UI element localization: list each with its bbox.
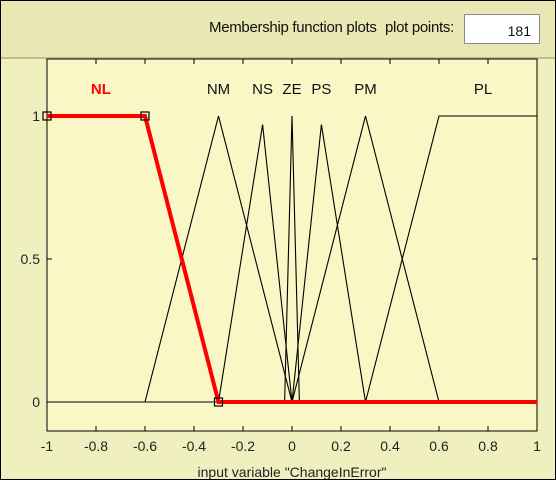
mf-label-ns[interactable]: NS — [252, 81, 273, 98]
mf-vertex-handle[interactable] — [140, 111, 150, 121]
x-tick-label: 0.4 — [380, 438, 400, 454]
x-tick-label: 0 — [288, 438, 296, 454]
mf-curve-pl[interactable] — [47, 115, 537, 403]
x-tick-label: -0.8 — [84, 438, 108, 454]
mf-label-pl[interactable]: PL — [474, 81, 492, 98]
plot-points-label: plot points: — [385, 19, 454, 36]
mf-vertex-handle[interactable] — [42, 111, 52, 121]
x-tick-label: 1 — [533, 438, 541, 454]
plot-header-bar: Membership function plots plot points: — [1, 1, 555, 59]
x-tick-label: -1 — [41, 438, 54, 454]
x-tick-label: 0.8 — [478, 438, 498, 454]
plot-points-input[interactable] — [464, 14, 540, 44]
x-tick-label: 0.2 — [331, 438, 351, 454]
x-tick-label: -0.4 — [182, 438, 206, 454]
header-divider — [1, 57, 555, 59]
mf-label-pm[interactable]: PM — [354, 81, 377, 98]
panel-title: Membership function plots — [209, 19, 377, 36]
mf-label-nm[interactable]: NM — [207, 81, 230, 98]
mf-label-nl[interactable]: NL — [91, 81, 111, 98]
x-tick-label: 0.6 — [429, 438, 449, 454]
mf-label-ps[interactable]: PS — [311, 81, 331, 98]
y-tick-label: 0 — [32, 394, 40, 410]
x-tick-label: -0.6 — [133, 438, 157, 454]
y-tick-label: 1 — [32, 108, 40, 124]
x-axis-label: input variable "ChangeInError" — [198, 464, 387, 479]
mf-curve-nl[interactable] — [47, 114, 537, 404]
mf-vertex-handle[interactable] — [213, 397, 224, 407]
mf-label-ze[interactable]: ZE — [282, 81, 301, 98]
x-tick-label: -0.2 — [231, 438, 255, 454]
y-tick-label: 0.5 — [21, 251, 41, 267]
